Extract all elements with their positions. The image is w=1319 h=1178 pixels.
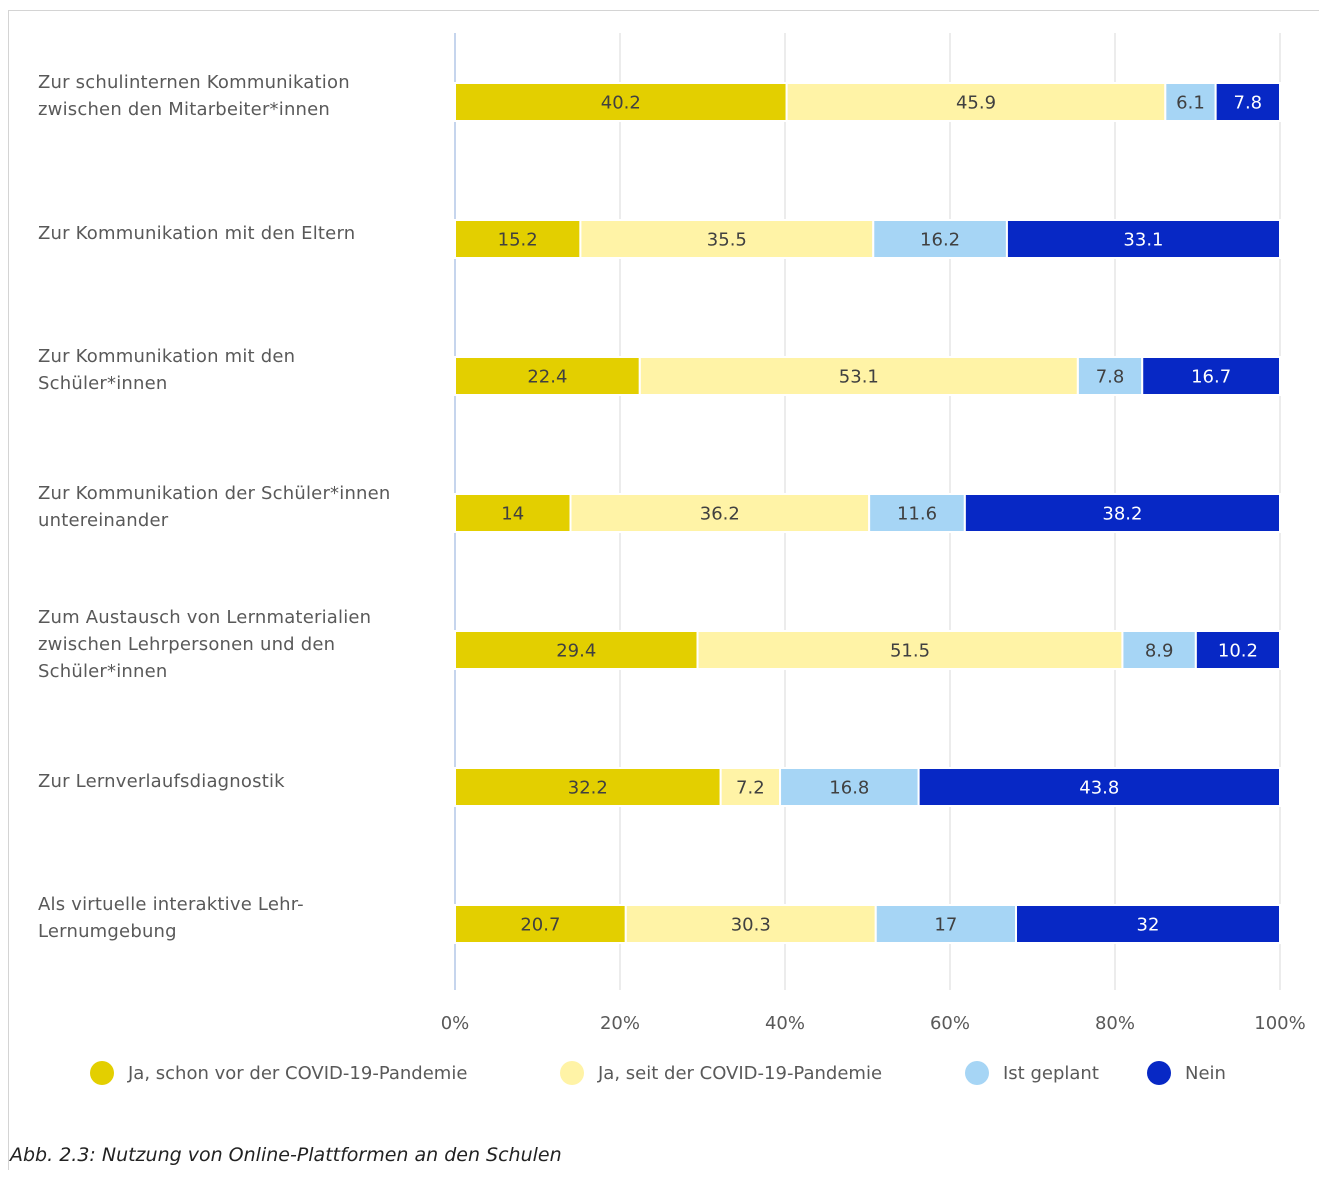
legend-swatch (90, 1061, 114, 1085)
category-label-line: Zur Kommunikation mit den Eltern (38, 222, 356, 244)
data-label: 7.8 (1096, 367, 1125, 388)
category-label-line: zwischen Lehrpersonen und den (38, 633, 336, 655)
data-label: 32.2 (568, 778, 608, 799)
category-label-line: Zur Kommunikation der Schüler*innen (38, 483, 391, 504)
data-label: 15.2 (498, 230, 538, 251)
legend-item: Ja, schon vor der COVID-19-Pandemie (90, 1058, 467, 1088)
category-label-line: untereinander (38, 510, 169, 531)
data-label: 20.7 (520, 915, 560, 936)
data-label: 40.2 (601, 93, 641, 114)
data-label: 43.8 (1079, 778, 1119, 799)
category-label-line: Zur Kommunikation mit den (38, 346, 296, 367)
x-tick-label: 40% (765, 1013, 805, 1034)
bar-segment (454, 904, 627, 944)
data-label: 16.2 (920, 230, 960, 251)
figure-frame (8, 10, 1319, 1170)
data-label: 7.2 (736, 778, 765, 799)
data-label: 38.2 (1102, 504, 1142, 525)
data-label: 10.2 (1218, 641, 1258, 662)
category-label-line: Zur Lernverlaufsdiagnostik (38, 770, 285, 792)
bar-segment (454, 630, 699, 670)
bar-segment (638, 356, 1079, 396)
data-label: 22.4 (527, 367, 567, 388)
category-label: Zur Lernverlaufsdiagnostik (38, 768, 438, 795)
legend-label: Nein (1185, 1062, 1226, 1084)
x-tick-label: 60% (930, 1013, 970, 1034)
legend-label: Ist geplant (1003, 1062, 1099, 1084)
category-label: Als virtuelle interaktive Lehr- Lernumgeb… (38, 891, 438, 945)
bar-segment (963, 493, 1281, 533)
category-label: Zum Austausch von Lernmaterialien zwische… (38, 604, 438, 685)
bar-segment (1005, 219, 1281, 259)
category-label: Zur Kommunikation der Schüler*innen unter… (38, 480, 438, 534)
data-label: 16.7 (1191, 367, 1231, 388)
data-label: 45.9 (956, 93, 996, 114)
data-label: 11.6 (897, 504, 937, 525)
data-label: 30.3 (731, 915, 771, 936)
bar-segment (874, 904, 1017, 944)
x-tick-label: 0% (441, 1013, 470, 1034)
bar-segment (1141, 356, 1281, 396)
data-label: 32 (1137, 915, 1160, 936)
data-label: 33.1 (1123, 230, 1163, 251)
category-label-line: Schüler*innen (38, 373, 168, 394)
bar-segment (624, 904, 877, 944)
category-label-line: Zum Austausch von Lernmaterialien (38, 606, 372, 628)
bar-segment (1015, 904, 1281, 944)
data-label: 36.2 (700, 504, 740, 525)
legend: Ja, schon vor der COVID-19-Pandemie Ja, s… (0, 1058, 1319, 1088)
legend-item: Ja, seit der COVID-19-Pandemie (560, 1058, 882, 1088)
category-label-line: Als virtuelle interaktive Lehr- (38, 894, 304, 915)
category-label-line: Zur schulinternen Kommunikation (38, 72, 350, 93)
bar-segment (1194, 630, 1281, 670)
legend-item: Nein (1147, 1058, 1226, 1088)
category-label: Zur Kommunikation mit den Schüler*innen (38, 343, 438, 397)
data-label: 16.8 (829, 778, 869, 799)
data-label: 6.1 (1176, 93, 1205, 114)
bar-segment (1164, 82, 1217, 122)
x-tick-label: 80% (1095, 1013, 1135, 1034)
category-label-line: Schüler*innen (38, 660, 168, 682)
data-label: 17 (934, 915, 957, 936)
data-label: 29.4 (556, 641, 596, 662)
bar-segment (1121, 630, 1197, 670)
x-tick-label: 100% (1254, 1013, 1305, 1034)
legend-swatch (965, 1061, 989, 1085)
legend-label: Ja, schon vor der COVID-19-Pandemie (128, 1062, 468, 1084)
bar-segment (454, 493, 572, 533)
data-label: 35.5 (707, 230, 747, 251)
x-tick-label: 20% (600, 1013, 640, 1034)
category-label: Zur Kommunikation mit den Eltern (38, 220, 438, 247)
bar-segment (1076, 356, 1144, 396)
data-label: 51.5 (890, 641, 930, 662)
data-label: 7.8 (1234, 93, 1263, 114)
bar-segment (779, 767, 920, 807)
bar-segment (579, 219, 875, 259)
legend-swatch (560, 1061, 584, 1085)
bar-segment (454, 219, 582, 259)
legend-item: Ist geplant (965, 1058, 1099, 1088)
data-label: 14 (501, 504, 524, 525)
category-label-line: zwischen den Mitarbeiter*innen (38, 99, 331, 120)
bar-segment (454, 767, 722, 807)
data-label: 53.1 (839, 367, 879, 388)
legend-swatch (1147, 1061, 1171, 1085)
category-label-line: Lernumgebung (38, 921, 177, 942)
figure-caption: Abb. 2.3: Nutzung von Online-Plattformen… (10, 1144, 562, 1166)
bar-segment (696, 630, 1124, 670)
legend-label: Ja, seit der COVID-19-Pandemie (598, 1062, 883, 1084)
bar-segment (917, 767, 1282, 807)
data-label: 8.9 (1145, 641, 1174, 662)
stacked-bar-chart: 0% 20% 40% 60% 80% 100% 40.2 45.9 6.1 7.8 15.2 35.5… (441, 33, 1306, 1034)
bar-segment (868, 493, 966, 533)
bar-segment (1214, 82, 1282, 122)
category-label: Zur schulinternen Kommunikation zwischen … (38, 69, 438, 123)
